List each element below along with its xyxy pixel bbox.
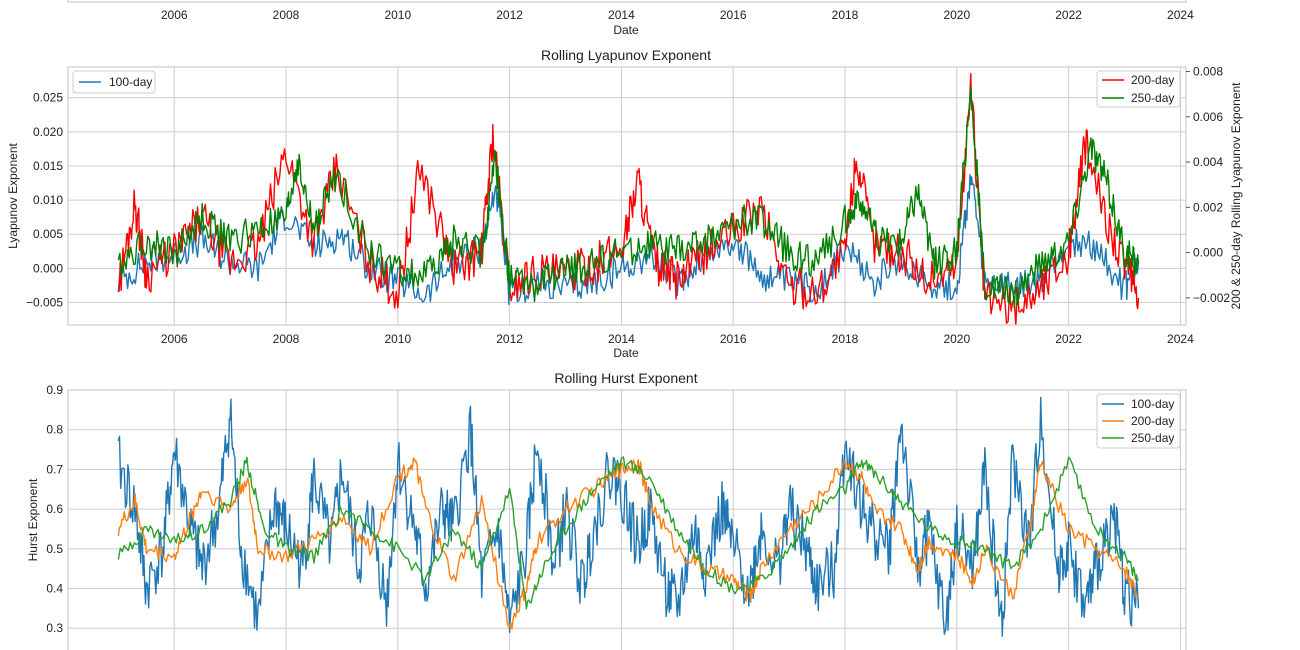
legend-left-box — [72, 70, 156, 94]
hurst-chart: Rolling Hurst Exponent 0.30.40.50.60.70.… — [26, 370, 1187, 650]
y-tick--0-005: −0.005 — [26, 295, 63, 309]
series-line-250-day — [117, 456, 1140, 610]
top-x-tick-2022: 2022 — [1055, 8, 1082, 22]
y-tick-0-5: 0.5 — [46, 542, 63, 556]
x-tick-2020: 2020 — [943, 332, 970, 346]
lyapunov-chart: Rolling Lyapunov Exponent 2006 2008 2010 20… — [6, 47, 1243, 360]
hurst-legend-label-100-day: 100-day — [1131, 397, 1174, 411]
y-tick-0-7: 0.7 — [46, 462, 63, 476]
hurst-legend-label-200-day: 200-day — [1131, 414, 1174, 428]
x-tick-2024: 2024 — [1167, 332, 1194, 346]
x-tick-2012: 2012 — [496, 332, 523, 346]
top-chart-partial: 2006 2008 2010 2012 2014 2016 2018 2020 2022 2024… — [67, 0, 1194, 37]
y-right-tick-0-004: 0.004 — [1193, 155, 1223, 169]
x-tick-2018: 2018 — [832, 332, 859, 346]
lyapunov-y-ticks-right: −0.002 0.000 0.002 0.004 0.006 0.008 — [1186, 65, 1230, 305]
lyapunov-x-ticks: 2006 2008 2010 2012 2014 2016 2018 2020 2022 2024 — [161, 332, 1194, 346]
top-x-tick-2010: 2010 — [384, 8, 411, 22]
hurst-legend-label-250-day: 250-day — [1131, 431, 1174, 445]
hurst-chart-title: Rolling Hurst Exponent — [554, 370, 697, 386]
top-x-tick-2006: 2006 — [161, 8, 188, 22]
hurst-y-ticks: 0.3 0.4 0.5 0.6 0.7 0.8 0.9 — [46, 383, 63, 635]
lyapunov-x-label: Date — [613, 346, 639, 360]
x-tick-2006: 2006 — [161, 332, 188, 346]
x-tick-2016: 2016 — [720, 332, 747, 346]
y-tick-0-020: 0.020 — [33, 125, 63, 139]
y-tick-0-8: 0.8 — [46, 423, 63, 437]
lyapunov-series — [117, 73, 1140, 325]
hurst-series — [117, 396, 1140, 637]
y-tick-0-015: 0.015 — [33, 159, 63, 173]
series-line-100-day — [117, 174, 1140, 306]
lyapunov-chart-title: Rolling Lyapunov Exponent — [541, 47, 711, 63]
legend-label-200-day: 200-day — [1131, 73, 1174, 87]
hurst-legend: 100-day 200-day 250-day — [1096, 393, 1181, 449]
top-chart-x-ticks: 2006 2008 2010 2012 2014 2016 2018 2020 2022 2024 — [161, 8, 1194, 22]
y-tick-0-4: 0.4 — [46, 582, 63, 596]
x-tick-2022: 2022 — [1055, 332, 1082, 346]
lyapunov-legend-left: 100-day — [72, 70, 156, 94]
y-right-tick--0-002: −0.002 — [1193, 291, 1230, 305]
x-tick-2014: 2014 — [608, 332, 635, 346]
top-chart-frame — [67, 0, 1187, 3]
y-right-tick-0-006: 0.006 — [1193, 110, 1223, 124]
y-right-tick-0-002: 0.002 — [1193, 200, 1223, 214]
top-x-tick-2008: 2008 — [273, 8, 300, 22]
lyapunov-y-ticks-left: −0.005 0.000 0.005 0.010 0.015 0.020 0.025 — [26, 91, 63, 310]
y-tick-0-9: 0.9 — [46, 383, 63, 397]
y-right-tick-0-008: 0.008 — [1193, 65, 1223, 79]
y-tick-0-000: 0.000 — [33, 261, 63, 275]
legend-label-100-day: 100-day — [109, 75, 152, 89]
legend-label-250-day: 250-day — [1131, 91, 1174, 105]
y-tick-0-010: 0.010 — [33, 193, 63, 207]
y-tick-0-005: 0.005 — [33, 227, 63, 241]
top-x-tick-2016: 2016 — [720, 8, 747, 22]
lyapunov-plot-frame — [67, 66, 1187, 326]
lyapunov-y-label-right: 200 & 250-day Rolling Lyapunov Exponent — [1229, 82, 1243, 310]
series-line-100-day — [117, 396, 1140, 637]
x-tick-2010: 2010 — [384, 332, 411, 346]
y-tick-0-6: 0.6 — [46, 502, 63, 516]
y-right-tick-0-000: 0.000 — [1193, 246, 1223, 260]
y-tick-0-3: 0.3 — [46, 621, 63, 635]
top-x-tick-2020: 2020 — [943, 8, 970, 22]
lyapunov-y-label-left: Lyapunov Exponent — [6, 143, 20, 249]
hurst-legend-box — [1096, 393, 1181, 449]
top-x-tick-2012: 2012 — [496, 8, 523, 22]
series-line-250-day — [117, 85, 1140, 309]
hurst-plot-frame — [67, 389, 1187, 650]
top-chart-x-label: Date — [613, 23, 639, 37]
top-x-tick-2024: 2024 — [1167, 8, 1194, 22]
y-tick-0-025: 0.025 — [33, 91, 63, 105]
top-x-tick-2018: 2018 — [832, 8, 859, 22]
top-x-tick-2014: 2014 — [608, 8, 635, 22]
series-line-200-day — [117, 457, 1139, 630]
hurst-y-label: Hurst Exponent — [26, 478, 40, 561]
x-tick-2008: 2008 — [273, 332, 300, 346]
lyapunov-legend-right: 200-day 250-day — [1096, 70, 1181, 108]
